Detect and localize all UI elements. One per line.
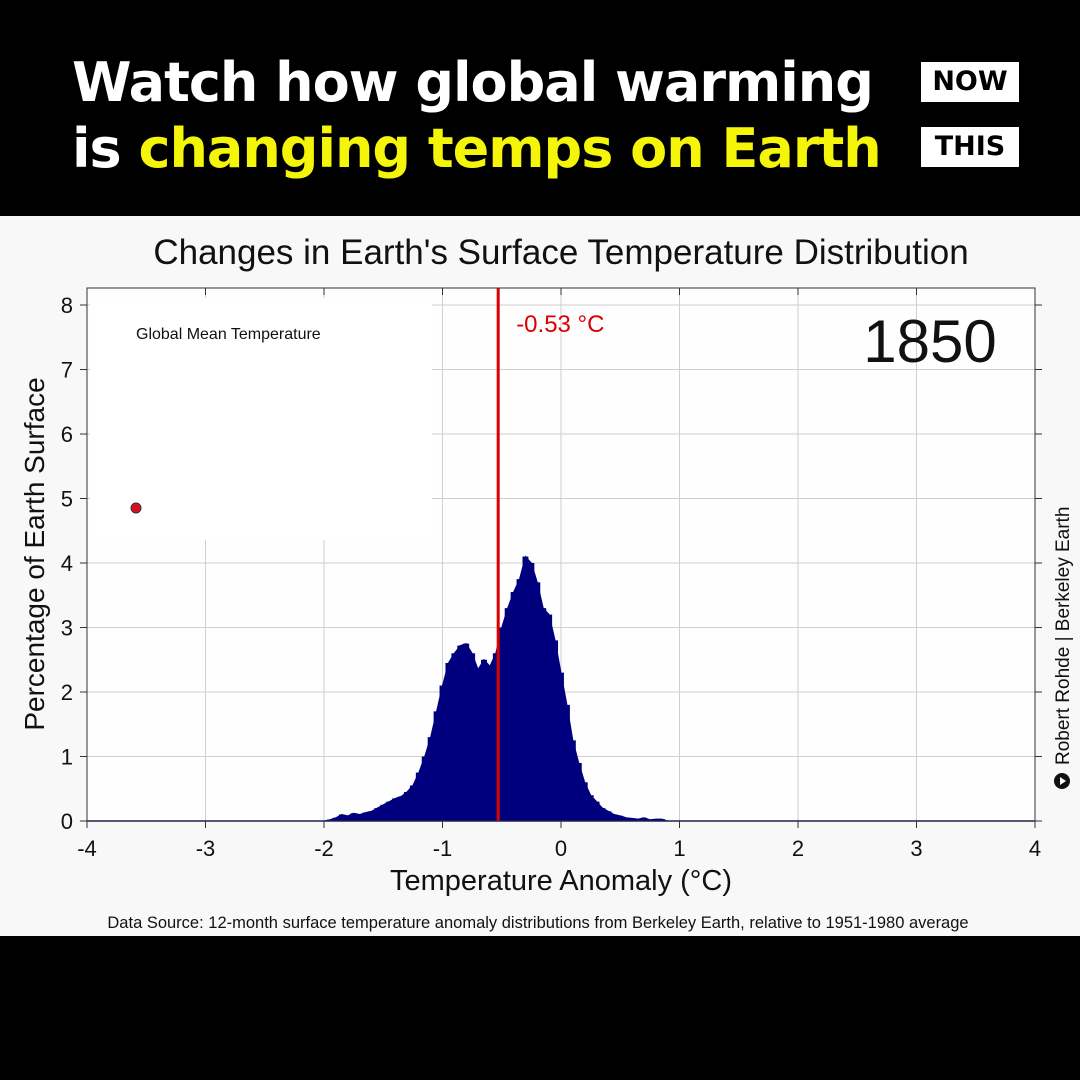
x-tick-label: -4 bbox=[77, 836, 97, 861]
data-source-note: Data Source: 12-month surface temperatur… bbox=[107, 914, 968, 932]
distribution-bar bbox=[433, 711, 440, 821]
distribution-bar bbox=[569, 740, 576, 821]
distribution-bar bbox=[481, 659, 487, 821]
distribution-bar bbox=[635, 819, 641, 821]
distribution-bar bbox=[563, 704, 570, 821]
distribution-bar bbox=[344, 815, 351, 821]
chart: Changes in Earth's Surface Temperature D… bbox=[19, 233, 1074, 932]
credit-text: Robert Rohde | Berkeley Earth bbox=[1053, 507, 1074, 765]
x-tick-label: 0 bbox=[555, 836, 567, 861]
inset-title: Global Mean Temperature bbox=[136, 326, 321, 343]
distribution-bar bbox=[403, 791, 410, 821]
headline-line-1: Watch how global warming bbox=[72, 51, 874, 114]
y-tick-label: 2 bbox=[61, 680, 73, 705]
x-tick-label: 3 bbox=[910, 836, 922, 861]
distribution-bar bbox=[362, 812, 369, 821]
distribution-bar bbox=[338, 814, 345, 821]
distribution-bar bbox=[475, 669, 482, 821]
y-tick-label: 6 bbox=[61, 422, 73, 447]
y-axis-label: Percentage of Earth Surface bbox=[19, 377, 50, 730]
inset-panel bbox=[90, 298, 432, 540]
distribution-bar bbox=[486, 666, 493, 821]
x-tick-label: -3 bbox=[196, 836, 216, 861]
distribution-bar bbox=[552, 640, 559, 821]
distribution-bar bbox=[623, 817, 630, 821]
credit-line: Robert Rohde | Berkeley Earth bbox=[1053, 507, 1074, 789]
distribution-bar bbox=[392, 798, 399, 821]
distribution-bar bbox=[599, 808, 606, 821]
distribution-bar bbox=[658, 819, 665, 821]
x-axis-label: Temperature Anomaly (°C) bbox=[390, 865, 732, 897]
y-tick-label: 5 bbox=[61, 487, 73, 512]
y-tick-label: 0 bbox=[61, 809, 73, 834]
distribution-bar bbox=[463, 643, 470, 821]
x-tick-label: -2 bbox=[314, 836, 334, 861]
distribution-bar bbox=[427, 737, 434, 821]
play-circle-icon bbox=[1054, 773, 1070, 789]
distribution-bar bbox=[398, 796, 404, 821]
x-tick-label: 4 bbox=[1029, 836, 1041, 861]
distribution-bar bbox=[421, 756, 428, 821]
distribution-bar bbox=[504, 608, 511, 821]
bottom-band bbox=[0, 936, 1080, 1080]
distribution-bar bbox=[356, 814, 363, 821]
y-tick-label: 1 bbox=[61, 745, 73, 770]
distribution-bar bbox=[386, 801, 393, 821]
headline-prefix: is bbox=[72, 117, 139, 180]
distribution-bar bbox=[332, 817, 339, 821]
distribution-bar bbox=[587, 795, 594, 821]
distribution-bar bbox=[374, 808, 381, 821]
distribution-bar bbox=[640, 817, 647, 821]
y-tick-label: 4 bbox=[61, 551, 73, 576]
chart-panel: Changes in Earth's Surface Temperature D… bbox=[0, 216, 1080, 936]
y-tick-label: 3 bbox=[61, 616, 73, 641]
distribution-bar bbox=[611, 814, 618, 821]
distribution-bar bbox=[350, 813, 357, 821]
distribution-bar bbox=[510, 592, 517, 821]
axis-ticks: -4 -3 -2 -1 0 1 2 3 4 0 1 2 3 4 5 6 7 8 bbox=[61, 288, 1042, 861]
x-tick-label: -1 bbox=[433, 836, 453, 861]
distribution-bar bbox=[469, 653, 476, 821]
distribution-bar bbox=[516, 579, 523, 821]
header-banner: Watch how global warming is changing tem… bbox=[0, 0, 1080, 216]
distribution-bar bbox=[415, 772, 422, 821]
distribution-bar bbox=[652, 819, 659, 821]
logo-now: NOW bbox=[921, 62, 1019, 102]
distribution-bar bbox=[540, 608, 547, 821]
distribution-bar bbox=[498, 627, 505, 821]
distribution-bar bbox=[581, 782, 588, 821]
year-label: 1850 bbox=[863, 308, 996, 375]
distribution-bar bbox=[534, 582, 541, 821]
distribution-bar bbox=[409, 785, 416, 821]
distribution-bar bbox=[492, 653, 499, 821]
distribution-bar bbox=[522, 556, 529, 821]
mean-temperature-label: -0.53 °C bbox=[516, 311, 604, 338]
distribution-bar bbox=[368, 811, 375, 821]
inset-mean-point bbox=[130, 502, 142, 514]
distribution-bar bbox=[439, 685, 446, 821]
x-tick-label: 2 bbox=[792, 836, 804, 861]
distribution-bar bbox=[593, 801, 600, 821]
distribution-bar bbox=[629, 818, 636, 821]
logo-this: THIS bbox=[921, 127, 1019, 167]
distribution-bar bbox=[546, 614, 553, 821]
x-tick-label: 1 bbox=[673, 836, 685, 861]
distribution-bar bbox=[617, 815, 624, 821]
distribution-bar bbox=[605, 811, 612, 821]
distribution-bar bbox=[445, 662, 452, 821]
chart-title: Changes in Earth's Surface Temperature D… bbox=[153, 233, 968, 272]
y-tick-label: 8 bbox=[61, 293, 73, 318]
y-tick-label: 7 bbox=[61, 358, 73, 383]
distribution-bar bbox=[575, 762, 582, 821]
distribution-bar bbox=[457, 645, 464, 821]
distribution-bar bbox=[528, 563, 535, 821]
distribution-bar bbox=[558, 672, 564, 821]
headline-line-2: is changing temps on Earth bbox=[72, 122, 882, 176]
headline-highlight: changing temps on Earth bbox=[138, 117, 881, 180]
distribution-bar bbox=[451, 653, 458, 821]
distribution-bar bbox=[380, 804, 387, 821]
